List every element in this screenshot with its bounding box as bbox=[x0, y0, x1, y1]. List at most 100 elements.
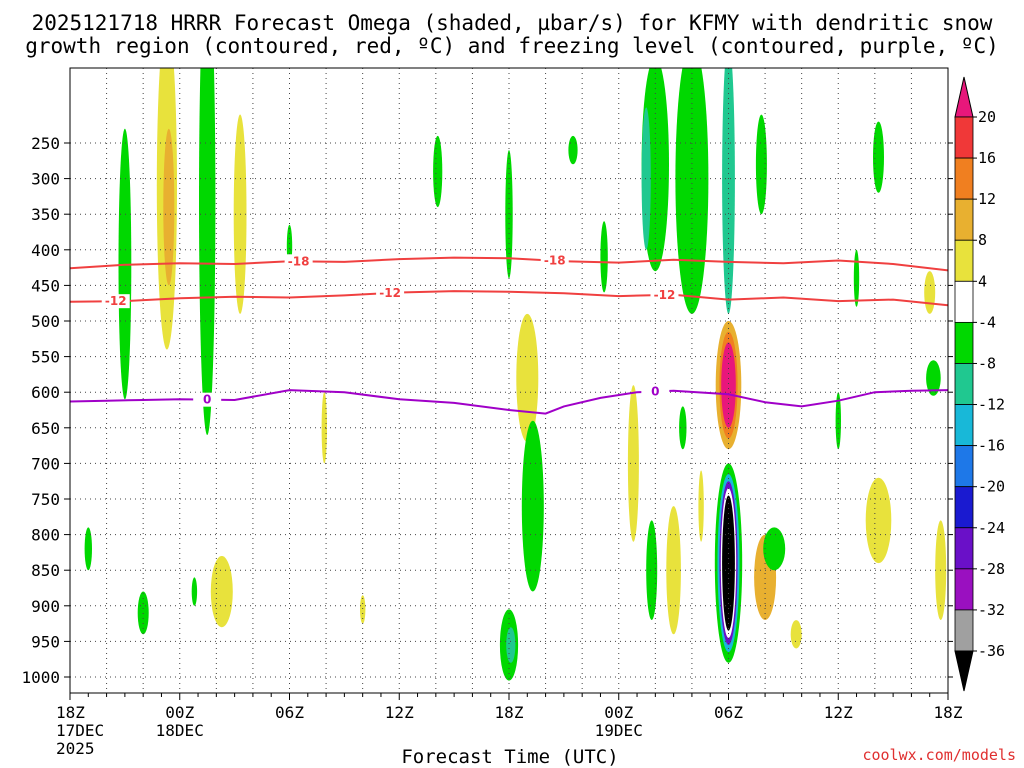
colorbar-box bbox=[954, 445, 974, 488]
colorbar-box bbox=[954, 486, 974, 529]
omega-region-32 bbox=[627, 385, 639, 542]
contour-label-bg bbox=[650, 287, 679, 302]
colorbar-label: -8 bbox=[978, 354, 996, 372]
contour-label-bg bbox=[284, 254, 313, 269]
omega-region-30 bbox=[666, 506, 681, 635]
colorbar-box bbox=[954, 527, 974, 570]
omega-region-8 bbox=[568, 135, 578, 165]
colorbar-label: -12 bbox=[978, 396, 1005, 414]
x-tick-label: 2025 bbox=[56, 739, 95, 758]
contour-label-bg bbox=[193, 392, 222, 407]
x-tick-label: 06Z bbox=[714, 703, 743, 722]
omega-region-34 bbox=[506, 627, 516, 663]
colorbar-label: 12 bbox=[978, 190, 996, 208]
y-tick-label: 600 bbox=[31, 383, 60, 402]
omega-region-11 bbox=[675, 68, 709, 314]
colorbar-label: -32 bbox=[978, 601, 1005, 619]
y-tick-label: 350 bbox=[31, 205, 60, 224]
x-tick-label: 00Z bbox=[604, 703, 633, 722]
omega-region-46 bbox=[698, 470, 704, 542]
colorbar-box bbox=[954, 198, 974, 241]
contour-label-bg bbox=[641, 384, 670, 399]
chart-title-line-2: growth region (contoured, red, ºC) and f… bbox=[25, 34, 999, 58]
omega-region-6 bbox=[433, 135, 443, 208]
contour-label-dgz-minus18: -18 bbox=[288, 254, 310, 268]
y-tick-label: 400 bbox=[31, 241, 60, 260]
colorbar-label: -28 bbox=[978, 560, 1005, 578]
omega-region-14 bbox=[755, 114, 767, 215]
colorbar-label: -20 bbox=[978, 478, 1005, 496]
omega-region-43 bbox=[926, 360, 941, 396]
x-tick-label: 06Z bbox=[275, 703, 304, 722]
omega-region-18 bbox=[516, 313, 539, 443]
omega-region-35 bbox=[210, 556, 233, 628]
gridlines-layer bbox=[70, 68, 948, 693]
y-tick-label: 700 bbox=[31, 454, 60, 473]
omega-region-37 bbox=[84, 527, 93, 571]
x-tick-label: 18Z bbox=[56, 703, 85, 722]
x-tick-label: 17DEC bbox=[56, 721, 104, 740]
x-tick-label: 12Z bbox=[385, 703, 414, 722]
y-tick-label: 550 bbox=[31, 348, 60, 367]
x-axis-label: Forecast Time (UTC) bbox=[401, 746, 618, 768]
colorbar-box bbox=[954, 280, 974, 323]
colorbar-label: 4 bbox=[978, 272, 987, 290]
colorbar-top-arrow bbox=[954, 76, 974, 118]
colorbar: 20 16 12 8 4 -4 -8 -12 -16 -20 -24 -28 -32 -36 bbox=[954, 76, 1005, 692]
colorbar-box bbox=[954, 157, 974, 200]
colorbar-label: 20 bbox=[978, 108, 996, 126]
colorbar-box bbox=[954, 116, 974, 159]
x-tick-label: 18Z bbox=[934, 703, 963, 722]
omega-region-19 bbox=[521, 420, 544, 592]
contour-dgz-minus12 bbox=[70, 290, 948, 307]
colorbar-box bbox=[954, 609, 974, 652]
omega-region-39 bbox=[321, 392, 327, 464]
y-tick-label: 1000 bbox=[21, 668, 60, 687]
omega-region-17 bbox=[924, 271, 936, 314]
y-tick-label: 750 bbox=[31, 490, 60, 509]
colorbar-label: -4 bbox=[978, 313, 996, 331]
omega-region-31 bbox=[646, 520, 658, 620]
colorbar-label: -24 bbox=[978, 519, 1005, 537]
colorbar-box bbox=[954, 363, 974, 405]
omega-region-29 bbox=[763, 527, 786, 571]
y-tick-label: 900 bbox=[31, 597, 60, 616]
omega-region-13 bbox=[722, 68, 735, 314]
omega-region-15 bbox=[873, 121, 884, 193]
x-tick-label: 18DEC bbox=[156, 721, 204, 740]
omega-region-2 bbox=[163, 128, 175, 286]
contour-label-dgz-minus12: -12 bbox=[379, 286, 401, 300]
omega-region-12 bbox=[641, 107, 651, 250]
colorbar-box bbox=[954, 321, 974, 364]
y-tick-label: 950 bbox=[31, 632, 60, 651]
x-tick-label: 19DEC bbox=[595, 721, 643, 740]
contour-label-bg bbox=[540, 253, 569, 268]
omega-region-9 bbox=[600, 221, 608, 293]
omega-region-47 bbox=[679, 406, 687, 450]
y-tick-label: 300 bbox=[31, 170, 60, 189]
contour-label-bg bbox=[376, 285, 405, 300]
omega-region-45 bbox=[835, 392, 841, 450]
y-axis-ticks: 250 300 350 400 450 500 550 600 650 700 750 800 850 9… bbox=[21, 134, 953, 687]
colorbar-box bbox=[954, 239, 974, 282]
omega-region-42 bbox=[865, 477, 892, 564]
credit-link[interactable]: coolwx.com/models bbox=[862, 746, 1016, 764]
contour-label-bg bbox=[101, 294, 130, 309]
y-tick-label: 650 bbox=[31, 419, 60, 438]
colorbar-box bbox=[954, 568, 974, 611]
x-tick-label: 00Z bbox=[165, 703, 194, 722]
colorbar-label: 8 bbox=[978, 231, 987, 249]
contour-label-dgz-minus18: -18 bbox=[544, 254, 566, 268]
omega-region-38 bbox=[191, 577, 198, 606]
contour-dgz-minus18 bbox=[70, 256, 948, 272]
chart-title-line-1: 2025121718 HRRR Forecast Omega (shaded, … bbox=[32, 11, 993, 35]
omega-region-22 bbox=[721, 342, 736, 428]
colorbar-label: -36 bbox=[978, 642, 1005, 660]
x-tick-label: 18Z bbox=[495, 703, 524, 722]
y-tick-label: 850 bbox=[31, 561, 60, 580]
colorbar-label: 16 bbox=[978, 149, 996, 167]
colorbar-label: -16 bbox=[978, 437, 1005, 455]
contour-label-dgz-minus12: -12 bbox=[654, 288, 676, 302]
